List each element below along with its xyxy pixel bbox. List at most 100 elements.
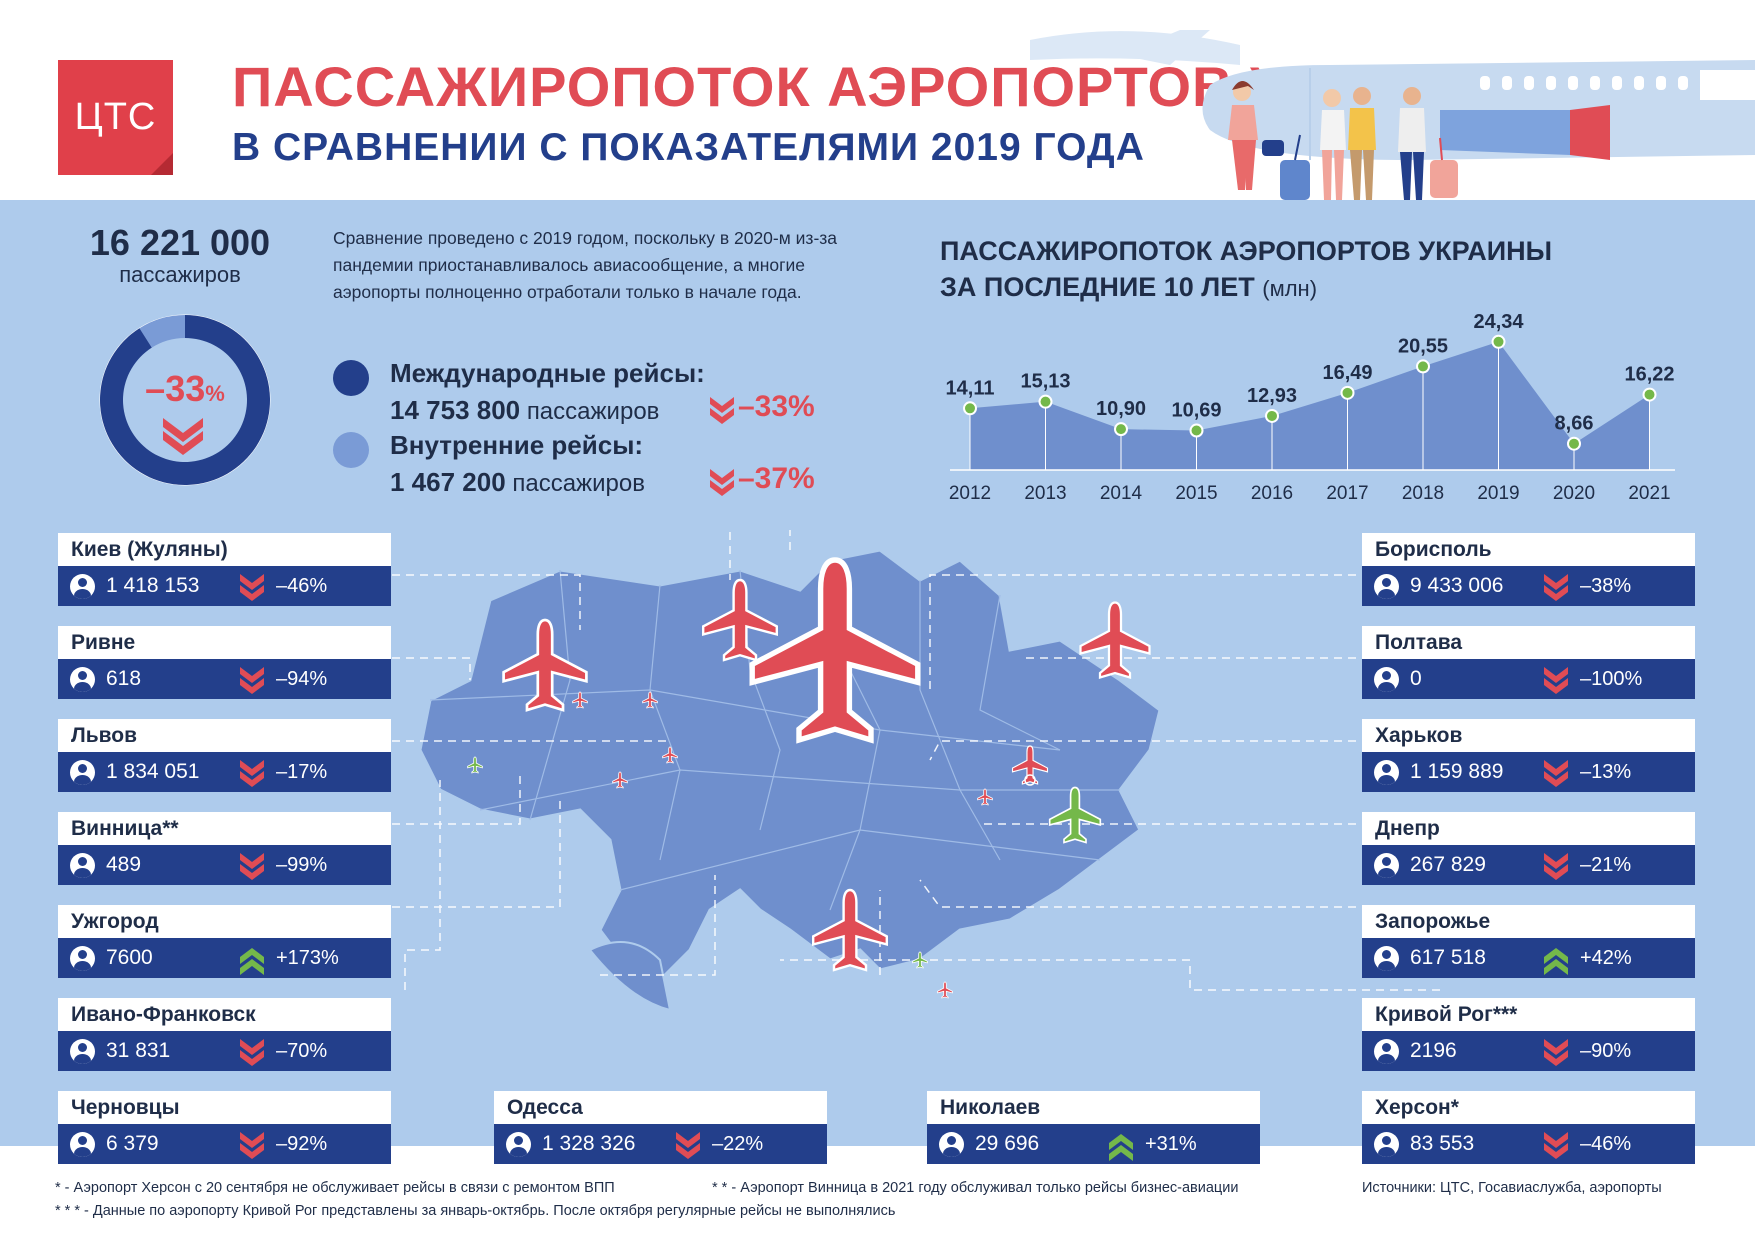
travelers-illustration: [1030, 30, 1755, 200]
airport-stats: 83 553 –46%: [1362, 1124, 1695, 1164]
chart-value-label: 16,22: [1624, 364, 1674, 386]
chart-value-label: 14,11: [946, 377, 995, 399]
total-passengers-unit: пассажиров: [119, 262, 241, 287]
airport-card: Ужгород 7600 +173%: [58, 905, 391, 978]
airport-name: Черновцы: [58, 1091, 391, 1124]
total-change: –33%: [145, 368, 225, 409]
airport-stats: 1 834 051 –17%: [58, 752, 391, 792]
chart-point: [1567, 436, 1581, 451]
passenger-change: +31%: [1145, 1133, 1197, 1155]
passenger-icon: [1374, 853, 1399, 878]
passenger-change: –46%: [276, 575, 328, 597]
airport-card: Львов 1 834 051 –17%: [58, 719, 391, 792]
chart-point: [1416, 359, 1430, 374]
airport-card: Киев (Жуляны) 1 418 153 –46%: [58, 533, 391, 606]
down-chevrons-icon: [710, 469, 734, 496]
passenger-icon: [1374, 574, 1399, 599]
airport-name: Запорожье: [1362, 905, 1695, 938]
airport-stats: 1 328 326 –22%: [494, 1124, 827, 1164]
airport-card: Николаев 29 696 +31%: [927, 1091, 1260, 1164]
chart-point: [1340, 385, 1355, 400]
airport-stats: 9 433 006 –38%: [1362, 566, 1695, 606]
donut-domestic-segment: [139, 315, 185, 348]
page-subtitle: В СРАВНЕНИИ С ПОКАЗАТЕЛЯМИ 2019 ГОДА: [232, 126, 1145, 169]
down-chevrons-icon: [240, 1039, 264, 1066]
footnote-kherson: * - Аэропорт Херсон с 20 сентября не обс…: [55, 1180, 615, 1196]
passenger-count: 618: [106, 667, 142, 690]
up-chevrons-icon: [1109, 1134, 1133, 1161]
chart-x-tick-label: 2021: [1628, 483, 1670, 504]
chart-x-tick-label: 2014: [1100, 483, 1143, 504]
down-chevrons-icon: [1544, 853, 1568, 880]
down-chevrons-icon: [1544, 1039, 1568, 1066]
chart-value-label: 12,93: [1247, 385, 1297, 407]
cts-logo: ЦТС: [58, 60, 173, 175]
airport-card: Харьков 1 159 889 –13%: [1362, 719, 1695, 792]
down-chevrons-icon: [240, 853, 264, 880]
passenger-icon: [70, 1039, 95, 1064]
airport-name: Винница**: [58, 812, 391, 845]
airport-stats: 2196 –90%: [1362, 1031, 1695, 1071]
passenger-count: 1 328 326: [542, 1132, 636, 1155]
airport-name: Днепр: [1362, 812, 1695, 845]
up-chevrons-icon: [1544, 948, 1568, 975]
down-chevrons-icon: [1544, 760, 1568, 787]
total-passengers: 16 221 000: [89, 222, 271, 263]
passenger-count: 1 418 153: [106, 574, 200, 597]
passenger-icon: [70, 760, 95, 785]
passenger-change: +173%: [276, 947, 339, 969]
airport-name: Харьков: [1362, 719, 1695, 752]
airport-card: Винница** 489 –99%: [58, 812, 391, 885]
down-chevrons-icon: [1544, 667, 1568, 694]
chart-point: [963, 401, 977, 416]
passenger-icon: [1374, 760, 1399, 785]
chart-value-label: 10,69: [1171, 400, 1221, 422]
passenger-change: –94%: [276, 668, 328, 690]
down-chevrons-icon: [1544, 1132, 1568, 1159]
airport-card: Ривне 618 –94%: [58, 626, 391, 699]
airport-stats: 6 379 –92%: [58, 1124, 391, 1164]
passenger-change: –100%: [1580, 668, 1643, 690]
chart-x-tick-label: 2019: [1477, 483, 1519, 504]
passenger-change: –13%: [1580, 761, 1632, 783]
chart-point: [1189, 423, 1204, 438]
passenger-change: –21%: [1580, 854, 1632, 876]
chart-x-tick-label: 2015: [1175, 483, 1217, 504]
airport-stats: 489 –99%: [58, 845, 391, 885]
chart-title: ПАССАЖИРОПОТОК АЭРОПОРТОВ УКРАИНЫ: [940, 236, 1553, 266]
chart-value-label: 20,55: [1398, 335, 1448, 357]
chart-x-tick-label: 2013: [1024, 483, 1066, 504]
passenger-icon: [1374, 667, 1399, 692]
passenger-change: –99%: [276, 854, 328, 876]
airport-card: Херсон* 83 553 –46%: [1362, 1091, 1695, 1164]
passenger-count: 7600: [106, 946, 153, 969]
domestic-title: Внутренние рейсы:: [390, 430, 644, 460]
comparison-note: Сравнение проведено с 2019 годом, поскол…: [333, 228, 838, 302]
passenger-change: –22%: [712, 1133, 764, 1155]
passenger-change: –38%: [1580, 575, 1632, 597]
airport-card: Одесса 1 328 326 –22%: [494, 1091, 827, 1164]
passenger-icon: [1374, 1132, 1399, 1157]
international-change: –33%: [738, 390, 815, 423]
header: ЦТС ПАССАЖИРОПОТОК АЭРОПОРТОВ УКРАИНЫ 20…: [0, 0, 1755, 200]
down-chevrons-icon: [163, 418, 203, 455]
domestic-legend-dot: [333, 432, 369, 468]
chart-point: [1642, 387, 1657, 402]
passenger-count: 267 829: [1410, 853, 1486, 876]
airport-stats: 29 696 +31%: [927, 1124, 1260, 1164]
ukraine-map: [360, 530, 1440, 1012]
down-chevrons-icon: [676, 1132, 700, 1159]
airport-name: Полтава: [1362, 626, 1695, 659]
airport-name: Кривой Рог***: [1362, 998, 1695, 1031]
passenger-count: 9 433 006: [1410, 574, 1504, 597]
airport-name: Одесса: [494, 1091, 827, 1124]
chart-x-tick-label: 2016: [1251, 483, 1293, 504]
down-chevrons-icon: [240, 1132, 264, 1159]
passenger-change: +42%: [1580, 947, 1632, 969]
passenger-count: 2196: [1410, 1039, 1457, 1062]
passenger-icon: [1374, 946, 1399, 971]
airport-name: Борисполь: [1362, 533, 1695, 566]
passenger-count: 1 159 889: [1410, 760, 1504, 783]
airport-name: Херсон*: [1362, 1091, 1695, 1124]
airport-stats: 31 831 –70%: [58, 1031, 391, 1071]
